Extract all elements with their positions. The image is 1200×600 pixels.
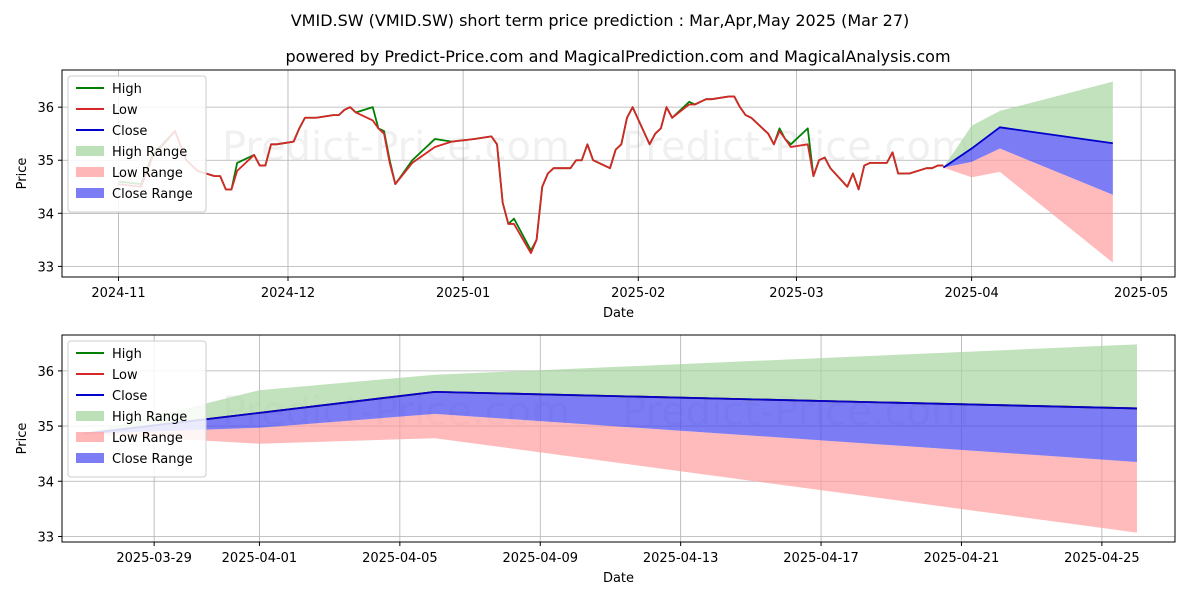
legend-label: Low Range xyxy=(112,166,183,181)
x-tick-label: 2024-12 xyxy=(261,286,315,301)
low-range-band xyxy=(943,148,1113,263)
legend-label: High xyxy=(112,347,142,362)
x-tick-label: 2025-04-25 xyxy=(1064,551,1140,566)
x-tick-label: 2025-04-05 xyxy=(362,551,438,566)
legend-label: High Range xyxy=(112,145,187,160)
x-tick-label: 2024-11 xyxy=(91,286,145,301)
watermark-text: Predict-Price.com xyxy=(622,539,970,585)
legend-label: Close xyxy=(112,389,147,404)
chart-title: VMID.SW (VMID.SW) short term price predi… xyxy=(291,11,910,30)
x-tick-label: 2025-04 xyxy=(944,286,998,301)
y-tick-label: 36 xyxy=(37,365,54,380)
x-tick-label: 2025-01 xyxy=(436,286,490,301)
watermark-group: Predict-Price.com Predict-Price.com Predic… xyxy=(222,124,970,320)
y-tick-label: 34 xyxy=(37,207,54,222)
legend-label: Close Range xyxy=(112,187,193,202)
y-tick-label: 35 xyxy=(37,154,54,169)
x-axis-label: Date xyxy=(603,306,634,321)
x-axis-label: Date xyxy=(603,571,634,586)
y-tick-label: 36 xyxy=(37,101,54,116)
watermark-text: Predict-Price.com xyxy=(222,539,570,585)
high-range-band xyxy=(943,81,1113,168)
legend-swatch-close-range xyxy=(76,453,104,463)
legend: High Low Close High Range Low Range Close Ran… xyxy=(67,75,207,213)
x-tick-label: 2025-05 xyxy=(1114,286,1168,301)
legend-label: High xyxy=(112,82,142,97)
chart-subtitle: powered by Predict-Price.com and Magical… xyxy=(285,47,950,66)
y-tick-label: 35 xyxy=(37,420,54,435)
watermark-text: Predict-Price.com xyxy=(222,274,570,320)
legend: High Low Close High Range Low Range Close Ran… xyxy=(67,340,207,478)
plot-area xyxy=(83,344,1137,533)
low-series-line xyxy=(118,95,944,255)
legend-swatch-high-range xyxy=(76,411,104,421)
plot-frame xyxy=(61,69,1176,278)
watermark-text: Predict-Price.com xyxy=(222,124,570,170)
y-tick-label: 33 xyxy=(37,530,54,545)
legend-swatch-low-range xyxy=(76,167,104,177)
y-tick-label: 34 xyxy=(37,475,54,490)
legend-label: Low xyxy=(112,103,138,118)
watermark-text: Predict-Price.com xyxy=(622,274,970,320)
low-range-band xyxy=(83,413,1137,533)
legend-label: High Range xyxy=(112,410,187,425)
legend-label: Low Range xyxy=(112,431,183,446)
x-tick-label: 2025-04-01 xyxy=(222,551,298,566)
x-tick-label: 2025-03-29 xyxy=(116,551,192,566)
legend-swatch-low-range xyxy=(76,432,104,442)
forecast-panel: Predict-Price.comPredict-Price.comPredic… xyxy=(15,334,1176,586)
y-axis-label: Price xyxy=(15,158,30,190)
legend-label: Close Range xyxy=(112,452,193,467)
y-tick-label: 33 xyxy=(37,260,54,275)
x-tick-label: 2025-04-09 xyxy=(502,551,578,566)
close-series-line xyxy=(942,126,1113,169)
close-range-band xyxy=(83,391,1137,462)
legend-label: Low xyxy=(112,368,138,383)
legend-swatch-close-range xyxy=(76,188,104,198)
x-tick-label: 2025-02 xyxy=(611,286,665,301)
x-tick-label: 2025-03 xyxy=(769,286,823,301)
x-tick-label: 2025-04-21 xyxy=(924,551,1000,566)
high-range-band xyxy=(83,344,1137,434)
legend-label: Close xyxy=(112,124,147,139)
y-axis-label: Price xyxy=(15,423,30,455)
legend-swatch-high-range xyxy=(76,146,104,156)
close-range-band xyxy=(943,127,1113,195)
x-tick-label: 2025-04-17 xyxy=(783,551,859,566)
high-series-line xyxy=(118,95,944,252)
x-tick-label: 2025-04-13 xyxy=(643,551,719,566)
plot-frame xyxy=(61,334,1176,543)
history-panel: Predict-Price.com Predict-Price.com Predic… xyxy=(15,69,1176,321)
plot-area xyxy=(118,81,1113,263)
